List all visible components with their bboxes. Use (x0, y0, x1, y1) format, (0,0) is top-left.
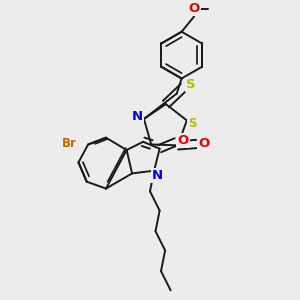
Text: N: N (131, 110, 142, 123)
Text: N: N (152, 169, 163, 182)
Text: Br: Br (62, 137, 77, 150)
Text: O: O (188, 2, 200, 15)
Text: O: O (177, 134, 189, 147)
Text: S: S (188, 117, 196, 130)
Text: O: O (199, 137, 210, 151)
Text: S: S (186, 78, 196, 91)
